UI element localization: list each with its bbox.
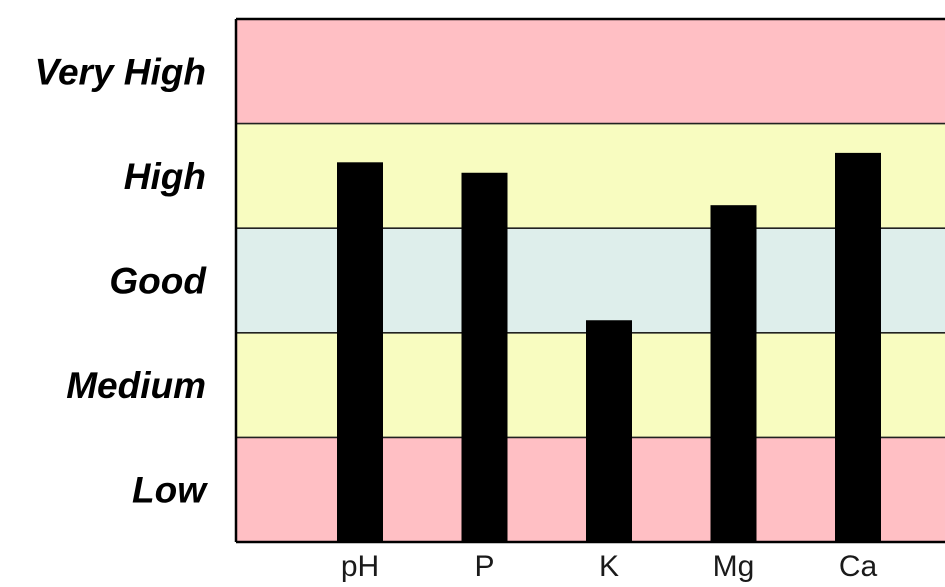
band-very-high [236, 19, 945, 124]
bar-ca [835, 152, 881, 542]
bar-mg [710, 205, 757, 543]
bar-layer [337, 152, 881, 543]
bar-k [586, 320, 632, 542]
band-label-low: Low [132, 470, 208, 511]
category-label-layer: pH P K Mg Ca [341, 550, 878, 583]
band-label-good: Good [109, 261, 207, 302]
bar-ph [337, 162, 383, 542]
category-label-p: P [474, 550, 494, 583]
category-label-mg: Mg [713, 550, 755, 583]
band-label-very-high: Very High [35, 51, 206, 92]
category-label-k: K [599, 550, 619, 583]
band-label-medium: Medium [66, 365, 206, 406]
band-label-high: High [124, 156, 206, 197]
category-label-ph: pH [341, 550, 379, 583]
category-label-ca: Ca [839, 550, 878, 583]
band-label-layer: Low Medium Good High Very High [35, 51, 209, 510]
bar-p [461, 172, 508, 542]
plot-frame [234, 17, 945, 544]
